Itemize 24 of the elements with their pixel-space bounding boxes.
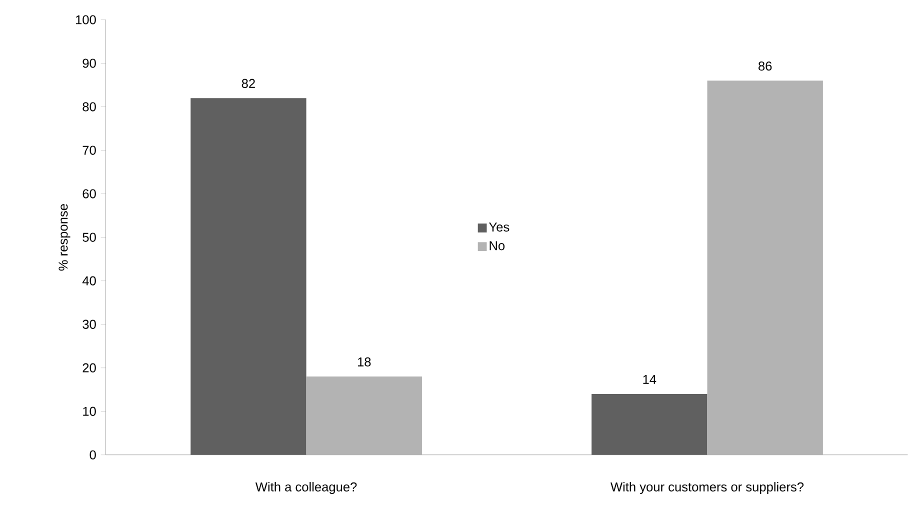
legend-label: No	[490, 241, 505, 250]
bar	[306, 376, 422, 455]
y-tick-label: 90	[82, 58, 96, 68]
y-tick-label: 0	[90, 450, 96, 460]
data-label: 86	[758, 61, 772, 70]
y-tick-label: 60	[82, 189, 96, 198]
data-label: 82	[242, 78, 255, 88]
legend-label: Yes	[489, 222, 510, 232]
x-tick-label: With your customers or suppliers?	[610, 482, 804, 494]
bar	[707, 80, 823, 455]
y-tick-label: 100	[76, 15, 96, 24]
x-tick-label: With a colleague?	[255, 482, 357, 494]
bar	[592, 394, 708, 455]
y-tick-label: 20	[82, 363, 96, 372]
bar	[190, 98, 306, 455]
y-tick-label: 10	[83, 406, 96, 416]
y-tick-label: 50	[82, 232, 96, 242]
y-tick-label: 40	[82, 276, 96, 286]
data-label: 18	[358, 357, 371, 366]
data-label: 14	[643, 374, 656, 384]
y-axis-title: % response	[58, 204, 70, 271]
y-tick-label: 30	[82, 320, 96, 329]
y-tick-label: 70	[82, 146, 96, 155]
y-tick-label: 80	[82, 102, 96, 112]
